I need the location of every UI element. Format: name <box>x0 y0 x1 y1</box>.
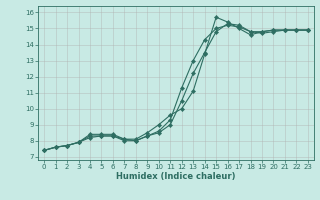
X-axis label: Humidex (Indice chaleur): Humidex (Indice chaleur) <box>116 172 236 181</box>
